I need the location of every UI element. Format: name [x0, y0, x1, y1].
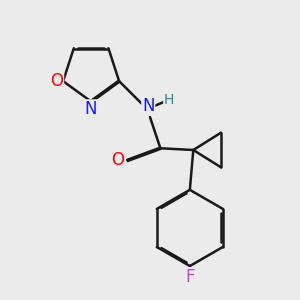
Text: N: N: [142, 97, 155, 115]
Text: F: F: [185, 268, 195, 286]
Text: O: O: [111, 152, 124, 169]
Text: N: N: [85, 100, 98, 118]
Text: O: O: [50, 72, 63, 90]
Text: H: H: [164, 93, 174, 107]
